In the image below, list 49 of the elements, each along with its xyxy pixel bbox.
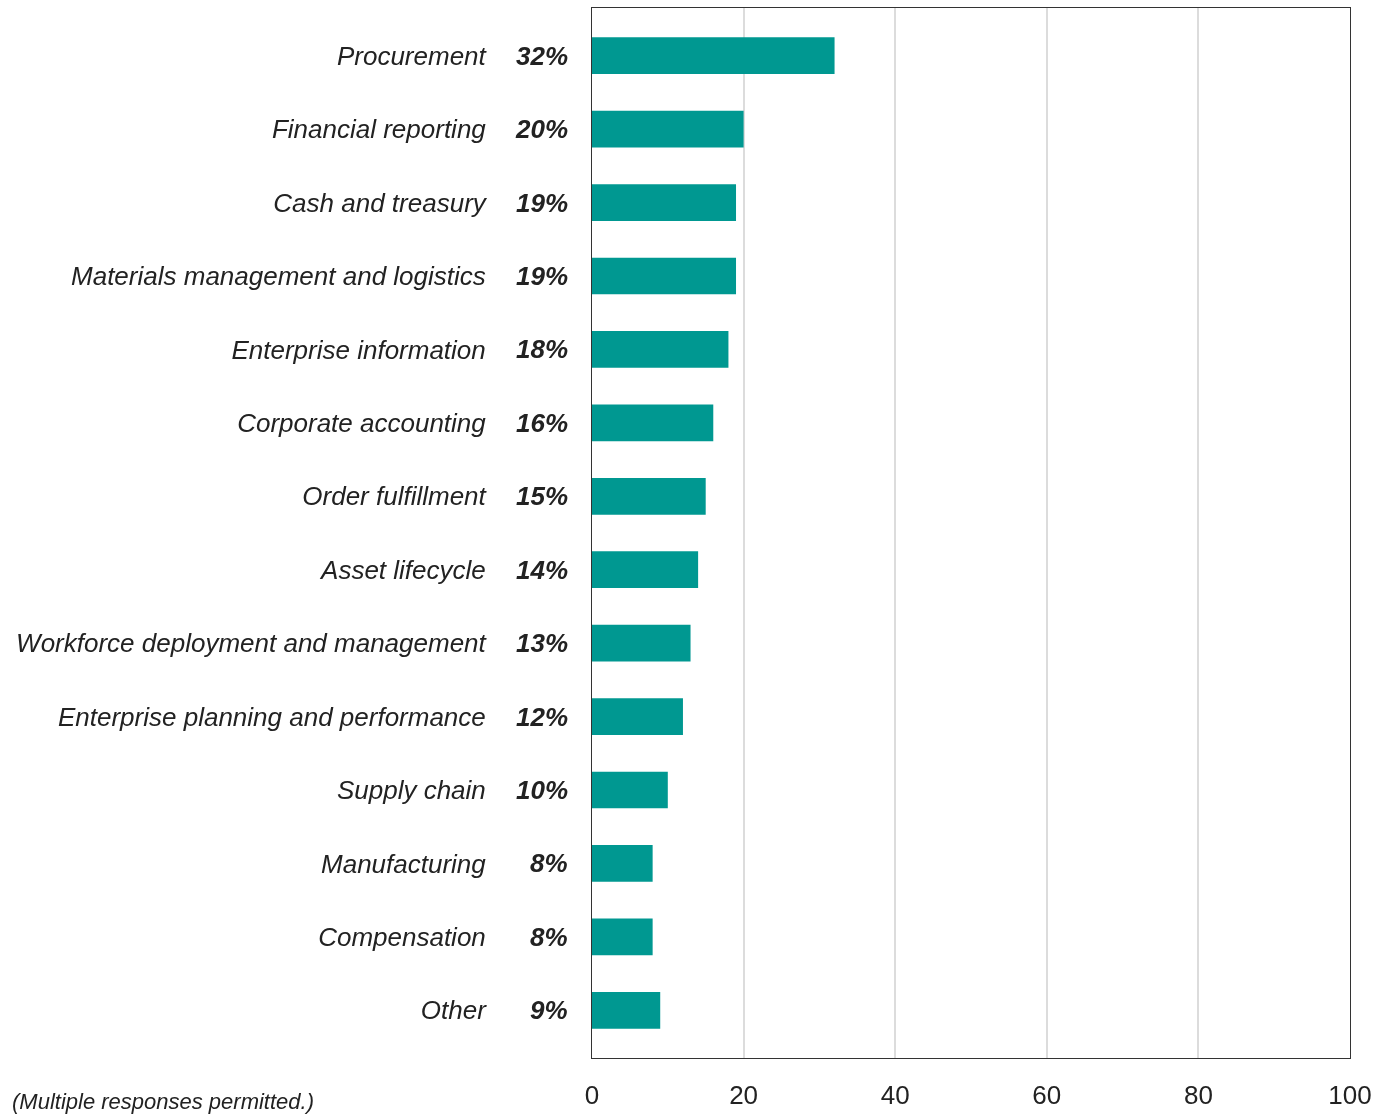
y-tick-label: Workforce deployment and management — [16, 628, 488, 659]
bar — [592, 184, 737, 221]
x-tick-label: 0 — [584, 1080, 600, 1111]
x-tick-label: 60 — [1032, 1080, 1062, 1111]
text: (Multiple responses permitted.) — [12, 1089, 315, 1114]
y-tick-label: Compensation — [318, 921, 486, 952]
data-label: 20% — [515, 114, 569, 144]
data-label: 10% — [516, 775, 569, 805]
bar — [592, 991, 661, 1029]
data-label: 15% — [516, 481, 569, 511]
y-tick-label: Order fulfillment — [302, 481, 488, 512]
bar — [592, 918, 653, 956]
bar — [592, 331, 729, 368]
bar — [592, 110, 744, 148]
bar — [592, 771, 668, 809]
y-tick-label: Enterprise information — [231, 334, 486, 365]
bar — [592, 37, 835, 75]
x-tick-label: 100 — [1328, 1080, 1372, 1111]
y-tick-label: Materials management and logistics — [71, 261, 486, 292]
bar — [592, 845, 653, 882]
data-label: 18% — [516, 334, 569, 364]
y-tick-label: Financial reporting — [271, 114, 487, 145]
y-tick-label: Other — [420, 995, 488, 1026]
x-tick-label: 20 — [729, 1080, 759, 1111]
bar — [592, 624, 691, 662]
data-label: 32% — [516, 41, 569, 71]
y-tick-label: Manufacturing — [321, 848, 487, 879]
y-tick-label: Enterprise planning and performance — [57, 701, 486, 732]
y-tick-label: Asset lifecycle — [319, 554, 486, 585]
bar — [592, 257, 737, 295]
data-label: 12% — [516, 702, 569, 732]
y-tick-label: Procurement — [336, 40, 488, 71]
y-tick-label: Supply chain — [336, 775, 486, 806]
data-label: 16% — [516, 408, 569, 438]
y-tick-label: Cash and treasury — [273, 187, 488, 218]
x-tick-label: 40 — [880, 1080, 910, 1111]
bar — [592, 551, 699, 589]
bar — [592, 404, 714, 442]
bar — [592, 698, 683, 735]
data-label: 8% — [530, 922, 568, 952]
data-label: 14% — [516, 555, 569, 585]
data-label: 13% — [516, 628, 569, 658]
data-label: 19% — [516, 188, 569, 218]
bar — [592, 477, 706, 515]
x-tick-label: 80 — [1183, 1080, 1213, 1111]
data-label: 9% — [530, 995, 568, 1025]
y-tick-label: Corporate accounting — [237, 407, 487, 438]
data-label: 19% — [516, 261, 569, 291]
data-label: 8% — [530, 848, 568, 878]
